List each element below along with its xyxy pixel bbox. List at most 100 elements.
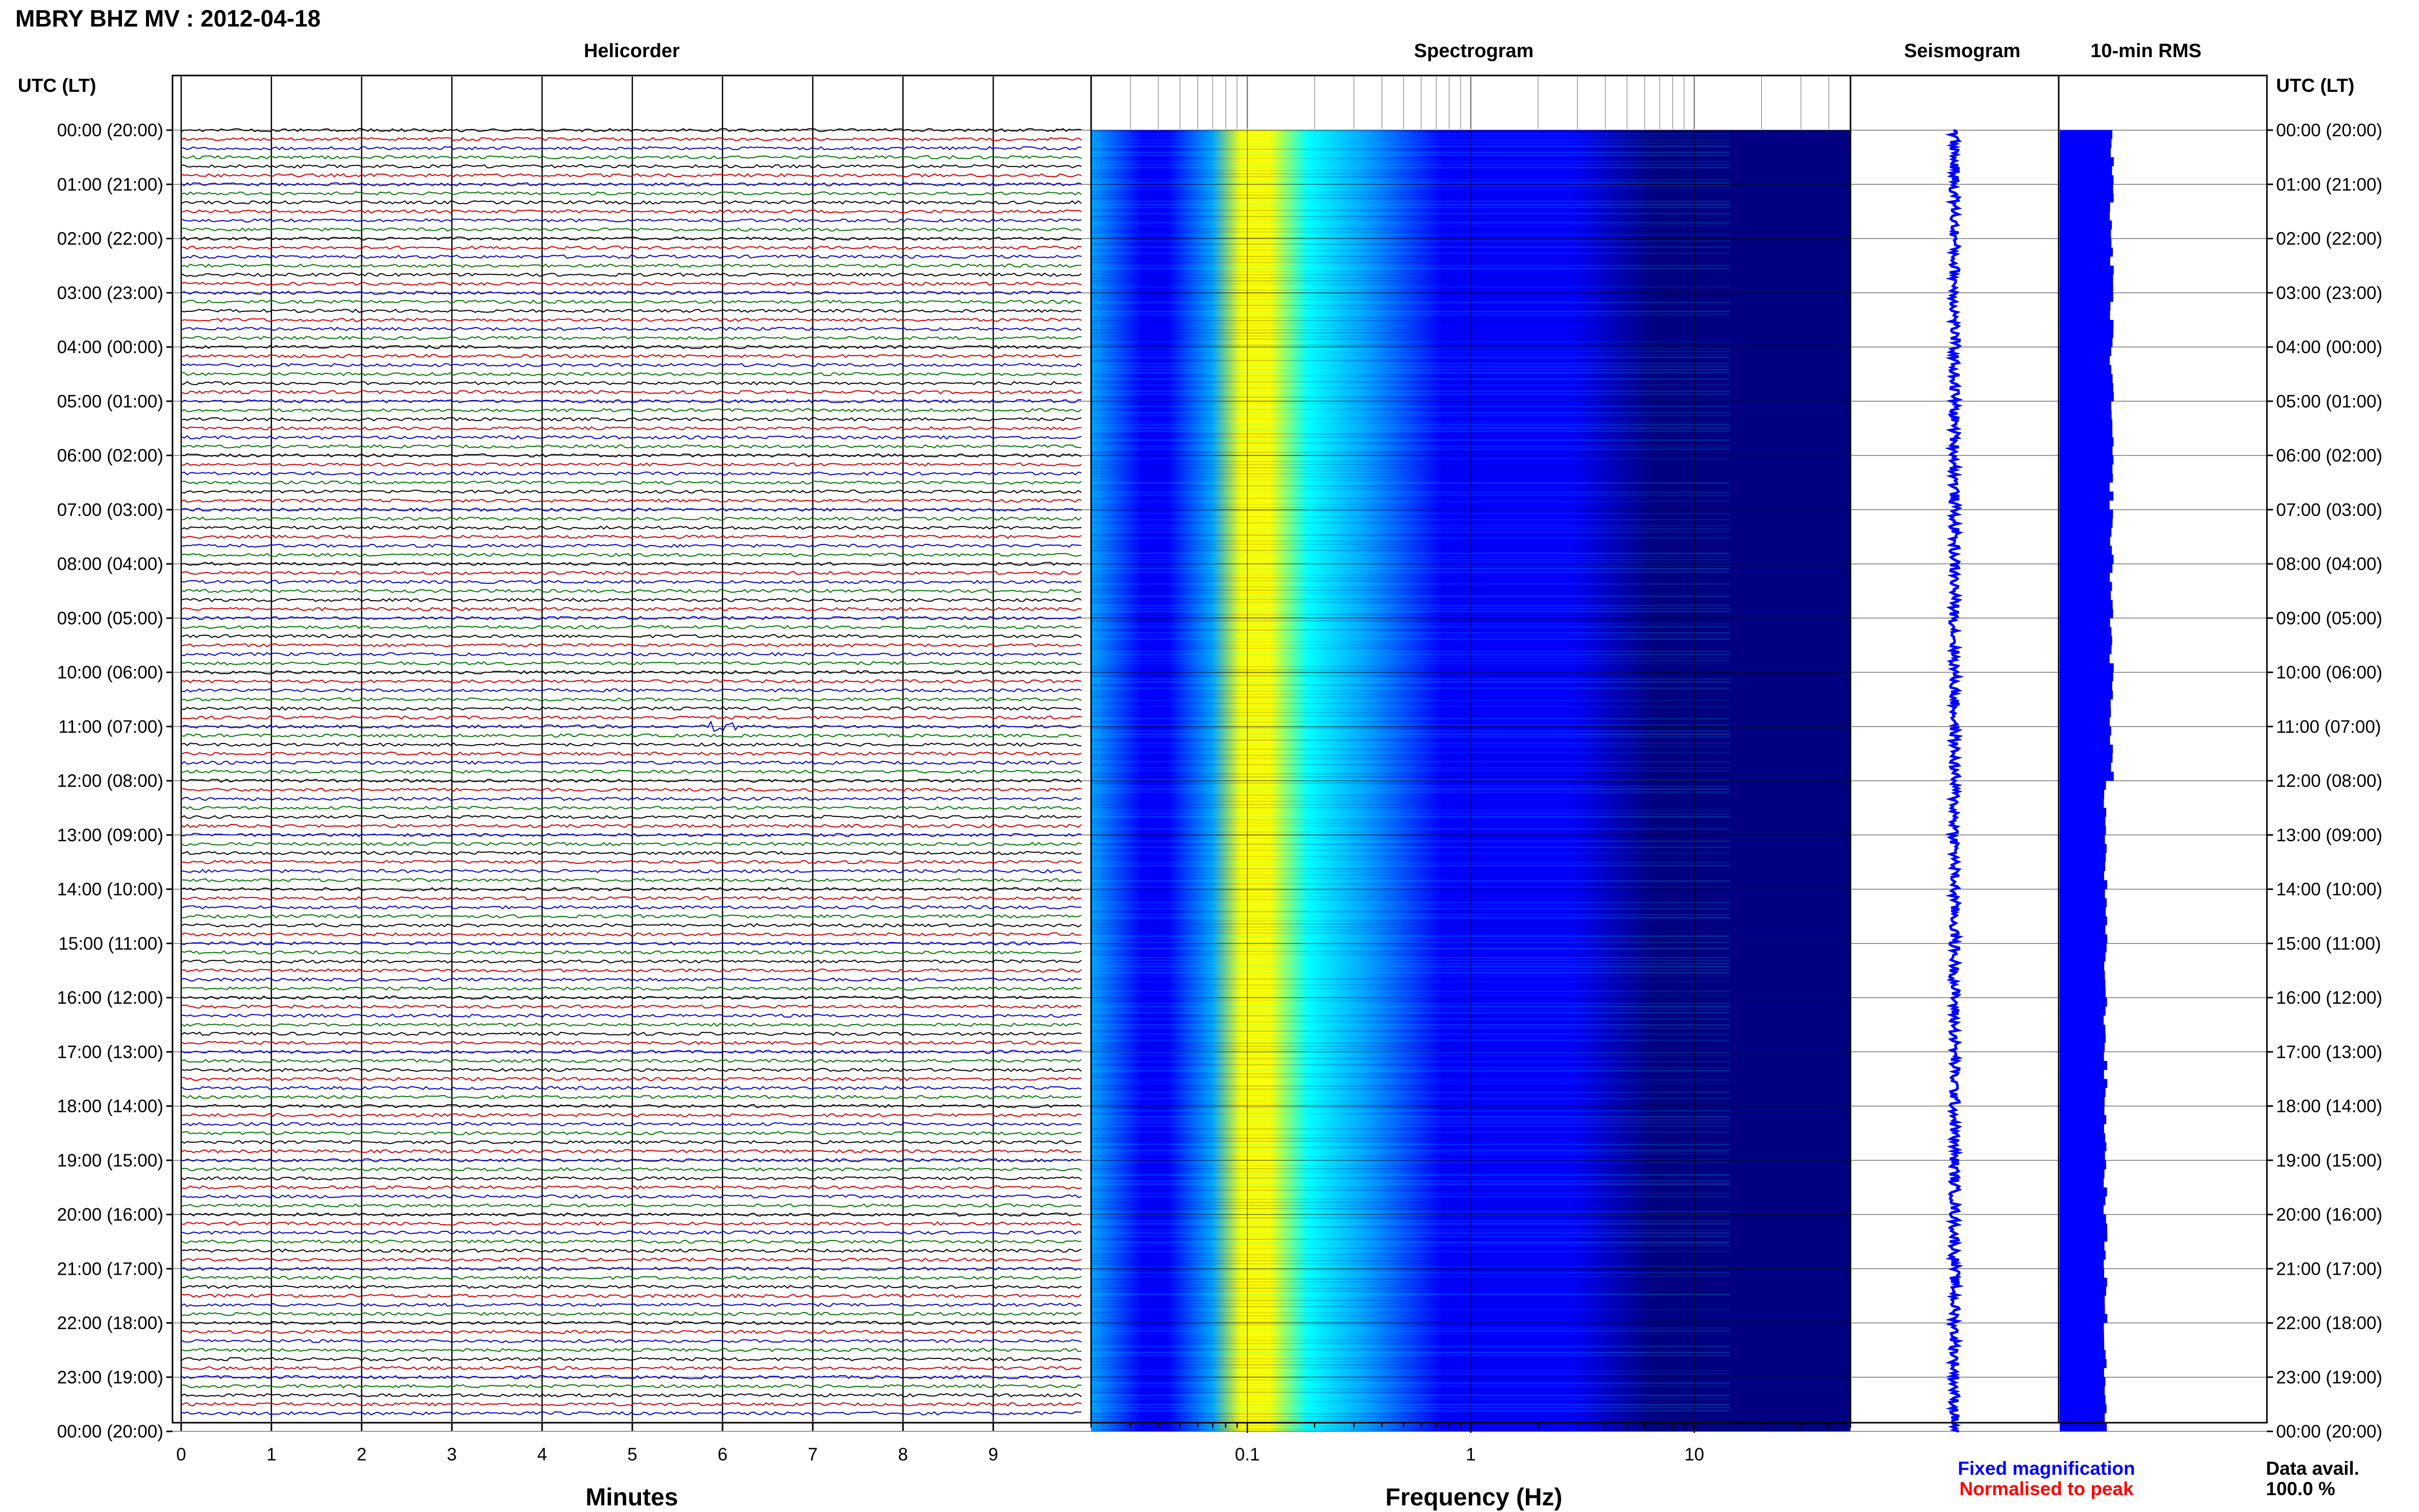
- spectrogram-row: [1091, 1217, 1730, 1219]
- spectrogram-row: [1091, 194, 1730, 196]
- spectrogram-row: [1091, 966, 1730, 968]
- helicorder-trace: [181, 408, 1082, 413]
- spectrogram-row: [1091, 556, 1730, 557]
- spectrogram-row: [1091, 498, 1730, 499]
- spectrogram-row: [1091, 378, 1730, 380]
- spectrogram-row: [1091, 473, 1730, 475]
- hour-label: 01:00 (21:00): [2276, 175, 2382, 194]
- spectrogram-row: [1091, 381, 1730, 383]
- spectrogram-row: [1091, 853, 1730, 854]
- helicorder-trace: [181, 1384, 1082, 1389]
- spectrogram-row: [1091, 280, 1730, 282]
- helicorder-trace: [181, 580, 1082, 584]
- hour-label: 18:00 (14:00): [2276, 1097, 2382, 1117]
- frequency-tick-label: 10: [1684, 1445, 1704, 1465]
- spectrogram-row: [1091, 424, 1730, 426]
- spectrogram-row: [1091, 403, 1730, 404]
- spectrogram-row: [1091, 1064, 1730, 1065]
- helicorder-trace: [181, 1040, 1082, 1045]
- helicorder-trace: [181, 742, 1081, 747]
- spectrogram-row: [1091, 1128, 1730, 1130]
- helicorder-trace: [181, 516, 1082, 521]
- helicorder-trace: [181, 1077, 1082, 1081]
- hour-label: 07:00 (03:00): [2276, 500, 2382, 520]
- helicorder-trace: [181, 1131, 1082, 1135]
- spectrogram-row: [1091, 1416, 1730, 1418]
- hour-label: 00:00 (20:00): [57, 1422, 163, 1442]
- spectrogram-row: [1091, 1358, 1730, 1359]
- spectrogram-row: [1091, 1352, 1730, 1353]
- helicorder-trace: [181, 1221, 1082, 1226]
- spectrogram-row: [1091, 592, 1730, 594]
- spectrogram-row: [1091, 1030, 1730, 1032]
- spectrogram-row: [1091, 932, 1730, 934]
- spectrogram-row: [1091, 516, 1730, 517]
- utc-hour-labels-left: 00:00 (20:00) 01:00 (21:00) 02:00 (22:00) 0…: [57, 120, 163, 1442]
- spectrogram-row: [1091, 736, 1730, 738]
- spectrogram-row: [1091, 733, 1730, 735]
- helicorder-trace: [181, 534, 1082, 539]
- spectrogram-row: [1091, 1168, 1730, 1170]
- spectrogram-row: [1091, 1300, 1730, 1301]
- spectrogram-row: [1091, 531, 1730, 533]
- spectrogram-row: [1091, 1238, 1730, 1240]
- helicorder-trace: [181, 444, 1082, 449]
- spectrogram-row: [1091, 1321, 1730, 1323]
- spectrogram-row: [1091, 369, 1730, 370]
- spectrogram-row: [1091, 148, 1730, 150]
- spectrogram-row: [1091, 770, 1730, 772]
- spectrogram-row: [1091, 387, 1730, 389]
- hour-label: 06:00 (02:00): [2276, 446, 2382, 466]
- helicorder-trace: [181, 1311, 1082, 1316]
- spectrogram-row: [1091, 338, 1730, 340]
- helicorder-trace: [181, 1330, 1082, 1334]
- spectrogram-row: [1091, 605, 1730, 606]
- helicorder-trace: [181, 300, 1082, 304]
- spectrogram-row: [1091, 418, 1730, 419]
- spectrogram-row: [1091, 905, 1730, 906]
- data-avail-label: Data avail.: [2266, 1458, 2359, 1479]
- spectrogram-row: [1091, 1015, 1730, 1017]
- hour-label: 05:00 (01:00): [57, 391, 163, 411]
- helicorder-trace: [181, 1230, 1082, 1235]
- spectrogram-row: [1091, 191, 1730, 193]
- spectrogram-row: [1091, 1202, 1730, 1203]
- hour-label: 04:00 (00:00): [2276, 337, 2382, 357]
- spectrogram-row: [1091, 746, 1730, 747]
- spectrogram-row: [1091, 161, 1730, 162]
- spectrogram-row: [1091, 645, 1730, 646]
- spectrogram-row: [1091, 1336, 1730, 1338]
- spectrogram-title: Spectrogram: [1414, 40, 1534, 62]
- hour-label: 09:00 (05:00): [57, 608, 163, 628]
- spectrogram-row: [1091, 969, 1730, 971]
- spectrogram-row: [1091, 868, 1730, 870]
- helicorder-trace: [181, 236, 1082, 241]
- spectrogram-row: [1091, 660, 1730, 661]
- legend-fixed-magnification: Fixed magnification: [1958, 1458, 2135, 1479]
- spectrogram-row: [1091, 522, 1730, 524]
- spectrogram-row: [1091, 491, 1730, 493]
- helicorder-trace: [181, 941, 1082, 946]
- spectrogram-row: [1091, 580, 1730, 582]
- spectrogram-row: [1091, 372, 1730, 374]
- helicorder-trace: [181, 173, 1082, 178]
- hour-label: 10:00 (06:00): [2276, 663, 2382, 683]
- spectrogram-row: [1091, 1024, 1730, 1026]
- spectrogram-row: [1091, 210, 1730, 211]
- spectrogram-row: [1091, 632, 1730, 634]
- spectrogram-row: [1091, 981, 1730, 983]
- spectrogram-row: [1091, 1367, 1730, 1369]
- spectrogram-row: [1091, 1180, 1730, 1182]
- spectrogram-row: [1091, 926, 1730, 928]
- helicorder-panel: [180, 77, 1082, 1422]
- data-avail-value: 100.0 %: [2266, 1478, 2335, 1499]
- spectrogram-row: [1091, 614, 1730, 615]
- minute-tick-label: 2: [357, 1445, 366, 1465]
- spectrogram-x-ticks: 0.1 1 10: [1090, 1423, 1852, 1465]
- helicorder-trace: [181, 245, 1082, 250]
- spectrogram-row: [1091, 623, 1730, 625]
- helicorder-trace: [181, 1366, 1082, 1371]
- spectrogram-row: [1091, 445, 1730, 447]
- spectrogram-row: [1091, 467, 1730, 468]
- spectrogram-row: [1091, 234, 1730, 236]
